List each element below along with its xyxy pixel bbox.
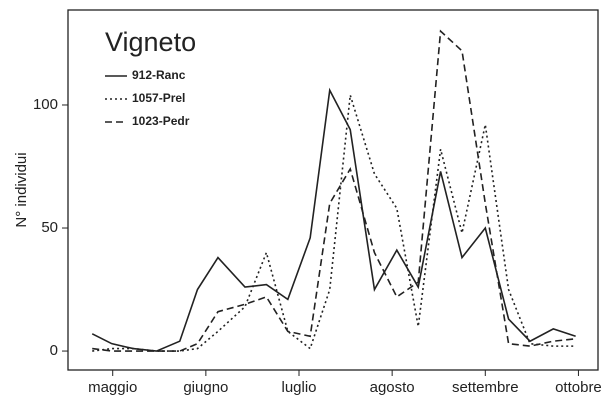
- data-line: [92, 94, 576, 352]
- x-tick-label: agosto: [370, 379, 415, 396]
- x-tick-label: ottobre: [555, 379, 602, 396]
- plot-frame: [67, 9, 599, 371]
- x-tick-label: settembre: [452, 379, 519, 396]
- y-tick-label: 50: [41, 219, 58, 236]
- x-tick-label: maggio: [88, 379, 137, 396]
- x-tick-label: luglio: [281, 379, 316, 396]
- data-line: [91, 87, 576, 352]
- x-tick-label: giugno: [183, 379, 228, 396]
- legend-label: 1023-Pedr: [132, 114, 190, 128]
- data-line: [92, 29, 576, 352]
- legend-label: 912-Ranc: [132, 68, 186, 82]
- y-tick-label: 100: [33, 96, 58, 113]
- legend-label: 1057-Prel: [132, 91, 185, 105]
- y-axis-label: N° individui: [13, 152, 30, 227]
- y-tick-label: 0: [50, 342, 58, 359]
- chart-title: Vigneto: [105, 27, 196, 57]
